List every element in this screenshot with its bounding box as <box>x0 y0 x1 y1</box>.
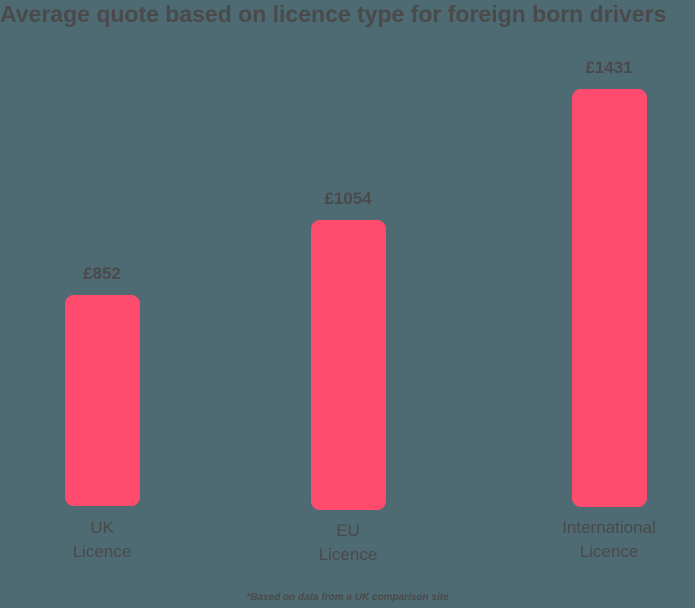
chart-title: Average quote based on licence type for … <box>0 1 667 27</box>
bar-uk <box>65 295 140 506</box>
category-label-uk: UK Licence <box>72 518 132 561</box>
value-label-uk: £852 <box>83 264 121 283</box>
category-label-international: International Licence <box>562 518 656 561</box>
value-label-eu: £1054 <box>324 189 372 208</box>
bar-eu <box>311 220 386 510</box>
value-label-international: £1431 <box>585 58 633 77</box>
bar-international <box>572 89 647 507</box>
footnote: *Based on data from a UK comparison site <box>246 592 449 603</box>
category-label-eu: EU Licence <box>318 521 378 564</box>
